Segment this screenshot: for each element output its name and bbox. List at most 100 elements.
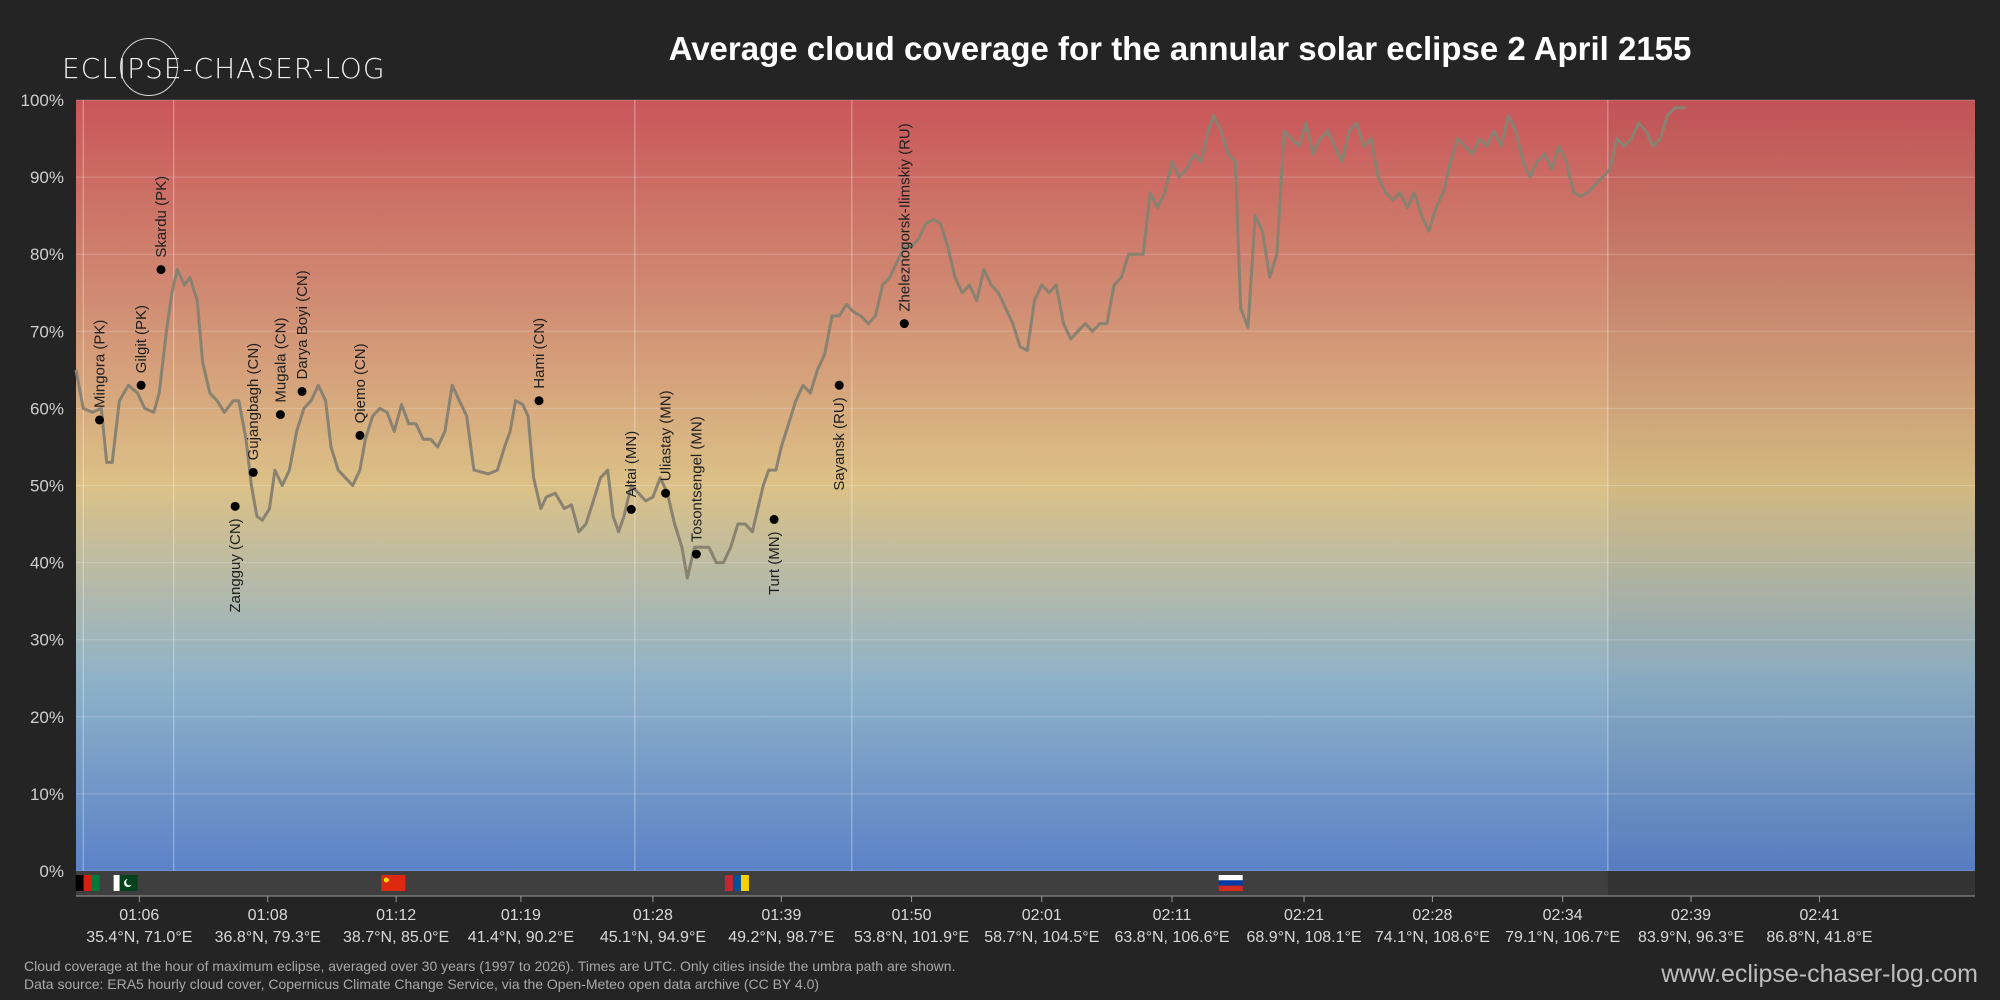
x-tick-coord: 83.9°N, 96.3°E bbox=[1638, 929, 1744, 946]
flag-stripe bbox=[75, 875, 84, 891]
x-tick-coord: 45.1°N, 94.9°E bbox=[600, 929, 706, 946]
x-tick-time: 01:39 bbox=[761, 907, 801, 924]
x-tick-coord: 58.7°N, 104.5°E bbox=[984, 929, 1099, 946]
flag-field bbox=[381, 875, 406, 891]
website-url[interactable]: www.eclipse-chaser-log.com bbox=[1661, 960, 1978, 988]
flag-cn-icon bbox=[381, 875, 406, 891]
y-tick-label: 100% bbox=[21, 91, 64, 110]
city-label: Gujangbagh (CN) bbox=[245, 343, 262, 461]
x-tick-time: 02:28 bbox=[1412, 907, 1452, 924]
y-tick-label: 30% bbox=[30, 631, 64, 650]
x-tick-time: 02:39 bbox=[1671, 907, 1711, 924]
y-tick-label: 50% bbox=[30, 477, 64, 496]
flag-ru-icon bbox=[1218, 875, 1243, 891]
city-label: Altai (MN) bbox=[623, 431, 640, 498]
y-tick-label: 90% bbox=[30, 168, 64, 187]
flag-stripe bbox=[91, 875, 100, 891]
x-tick-coord: 68.9°N, 108.1°E bbox=[1246, 929, 1361, 946]
city-marker bbox=[156, 265, 166, 275]
flag-stripe bbox=[113, 875, 120, 891]
city-markers: Mingora (PK) Gilgit (PK) Skardu (PK) Zanggu… bbox=[92, 123, 914, 612]
country-band bbox=[75, 871, 1975, 896]
flag-stripe bbox=[724, 875, 733, 891]
flag-mn-icon bbox=[724, 875, 749, 891]
x-tick-time: 02:34 bbox=[1543, 907, 1583, 924]
city-marker bbox=[769, 514, 779, 524]
y-tick-label: 20% bbox=[30, 708, 64, 727]
x-tick-time: 02:41 bbox=[1799, 907, 1839, 924]
city-marker bbox=[534, 396, 544, 406]
city-marker bbox=[297, 386, 307, 396]
city-marker bbox=[834, 380, 844, 390]
flag-stripe bbox=[1218, 885, 1243, 891]
y-tick-label: 40% bbox=[30, 554, 64, 573]
x-tick-time: 01:50 bbox=[892, 907, 932, 924]
flag-crescent-cut bbox=[126, 878, 133, 886]
x-tick-time: 01:19 bbox=[501, 907, 541, 924]
city-label: Zheleznogorsk-Ilimskiy (RU) bbox=[896, 123, 913, 311]
city-marker bbox=[661, 488, 671, 498]
x-tick-coord: 86.8°N, 41.8°E bbox=[1766, 929, 1872, 946]
x-tick-coord: 63.8°N, 106.6°E bbox=[1114, 929, 1229, 946]
x-tick-time: 02:01 bbox=[1022, 907, 1062, 924]
y-tick-label: 80% bbox=[30, 245, 64, 264]
y-axis-ticks: 0% 10% 20% 30% 40% 50% 60% 70% 80% 90% 100% bbox=[21, 91, 64, 881]
footnote-line-2: Data source: ERA5 hourly cloud cover, Co… bbox=[24, 976, 820, 992]
chart-title: Average cloud coverage for the annular s… bbox=[668, 30, 1692, 67]
x-tick-coord: 36.8°N, 79.3°E bbox=[215, 929, 321, 946]
flag-af-icon bbox=[75, 875, 100, 891]
shaded-region bbox=[1607, 100, 1975, 871]
x-tick-time: 01:06 bbox=[119, 907, 159, 924]
y-tick-label: 10% bbox=[30, 785, 64, 804]
city-marker bbox=[355, 430, 365, 440]
country-band-shade bbox=[1607, 871, 1975, 896]
flag-stripe bbox=[1218, 875, 1243, 881]
flag-stripe bbox=[732, 875, 741, 891]
city-marker bbox=[230, 501, 240, 511]
city-label: Mingora (PK) bbox=[92, 320, 109, 408]
city-label: Gilgit (PK) bbox=[133, 305, 150, 373]
plot-background bbox=[76, 100, 1975, 871]
city-marker bbox=[248, 467, 258, 477]
y-tick-label: 0% bbox=[39, 862, 64, 881]
y-tick-label: 70% bbox=[30, 322, 64, 341]
flag-stripe bbox=[83, 875, 92, 891]
city-label: Skardu (PK) bbox=[153, 176, 170, 258]
city-label: Turt (MN) bbox=[766, 531, 783, 595]
border-lines bbox=[82, 100, 1609, 896]
city-label: Mugala (CN) bbox=[272, 318, 289, 403]
city-label: Qiemo (CN) bbox=[352, 343, 369, 423]
y-tick-label: 60% bbox=[30, 399, 64, 418]
city-marker bbox=[275, 410, 285, 420]
series-layer bbox=[74, 106, 1686, 580]
x-tick-time: 01:12 bbox=[376, 907, 416, 924]
x-tick-coord: 74.1°N, 108.6°E bbox=[1375, 929, 1490, 946]
city-label: Darya Boyi (CN) bbox=[294, 270, 311, 379]
city-label: Zangguy (CN) bbox=[227, 518, 244, 612]
x-tick-coord: 41.4°N, 90.2°E bbox=[468, 929, 574, 946]
x-tick-coord: 38.7°N, 85.0°E bbox=[343, 929, 449, 946]
logo-text: ECLIPSE-CHASER-LOG bbox=[62, 52, 386, 85]
city-marker bbox=[899, 319, 909, 329]
x-tick-coord: 79.1°N, 106.7°E bbox=[1505, 929, 1620, 946]
x-tick-coord: 35.4°N, 71.0°E bbox=[86, 929, 192, 946]
city-marker bbox=[691, 549, 701, 559]
city-label: Tosontsengel (MN) bbox=[688, 416, 705, 542]
city-marker bbox=[136, 380, 146, 390]
flag-stripe bbox=[1218, 880, 1243, 886]
cloud-coverage-line bbox=[74, 106, 1686, 580]
x-tick-coord: 53.8°N, 101.9°E bbox=[854, 929, 969, 946]
x-tick-time: 01:28 bbox=[633, 907, 673, 924]
x-tick-time: 02:11 bbox=[1153, 907, 1192, 924]
footnote-line-1: Cloud coverage at the hour of maximum ec… bbox=[24, 958, 956, 974]
flag-star bbox=[383, 877, 389, 883]
flag-stripe bbox=[740, 875, 749, 891]
x-tick-time: 01:08 bbox=[248, 907, 288, 924]
x-tick-time: 02:21 bbox=[1284, 907, 1324, 924]
x-tick-coord: 49.2°N, 98.7°E bbox=[728, 929, 834, 946]
city-marker bbox=[95, 415, 105, 425]
city-label: Hami (CN) bbox=[531, 318, 548, 389]
logo-ring-icon bbox=[120, 38, 178, 96]
x-axis-ticks: 01:06 35.4°N, 71.0°E 01:08 36.8°N, 79.3°E 01… bbox=[76, 895, 1975, 946]
